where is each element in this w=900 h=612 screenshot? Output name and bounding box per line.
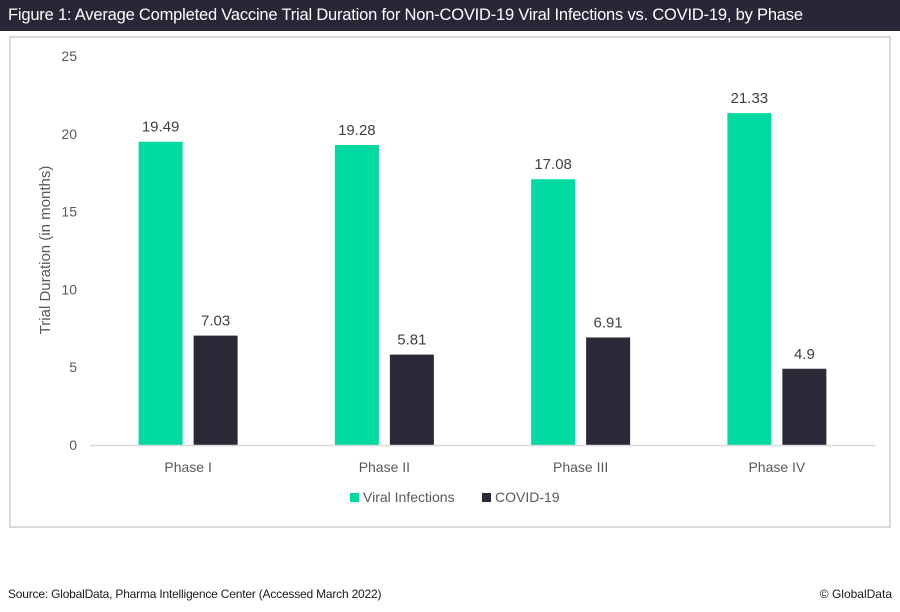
bar-covid-19-phase-i bbox=[193, 335, 238, 445]
data-label: 6.91 bbox=[594, 314, 623, 331]
y-tick-label: 10 bbox=[61, 281, 77, 297]
data-label: 4.9 bbox=[794, 346, 815, 363]
x-category-label: Phase IV bbox=[748, 459, 805, 475]
data-label: 17.08 bbox=[534, 156, 572, 173]
y-tick-label: 5 bbox=[69, 359, 77, 375]
bar-covid-19-phase-ii bbox=[389, 354, 434, 445]
title-bar: Figure 1: Average Completed Vaccine Tria… bbox=[0, 0, 900, 31]
y-axis-ticks: 0 5 10 15 20 25 bbox=[61, 48, 77, 453]
x-category-label: Phase II bbox=[359, 459, 410, 475]
bar-viral-infections-phase-iii bbox=[531, 179, 576, 445]
data-label: 21.33 bbox=[731, 90, 769, 107]
x-category-label: Phase I bbox=[164, 459, 211, 475]
legend-swatch bbox=[350, 493, 359, 502]
y-tick-label: 15 bbox=[61, 204, 77, 220]
data-label: 19.28 bbox=[338, 122, 376, 139]
bars bbox=[138, 113, 827, 446]
y-tick-label: 25 bbox=[61, 48, 77, 64]
source-note: Source: GlobalData, Pharma Intelligence … bbox=[8, 587, 382, 601]
legend-label: COVID-19 bbox=[495, 489, 560, 505]
bar-covid-19-phase-iv bbox=[782, 368, 827, 445]
legend: Viral Infections COVID-19 bbox=[350, 489, 560, 505]
bar-viral-infections-phase-ii bbox=[334, 145, 379, 445]
legend-swatch bbox=[482, 493, 491, 502]
y-tick-label: 20 bbox=[61, 126, 77, 142]
bar-viral-infections-phase-i bbox=[138, 141, 183, 445]
data-label: 7.03 bbox=[201, 313, 230, 330]
data-label: 5.81 bbox=[397, 332, 426, 349]
y-tick-label: 0 bbox=[69, 437, 77, 453]
figure-title: Figure 1: Average Completed Vaccine Tria… bbox=[8, 6, 803, 24]
bar-covid-19-phase-iii bbox=[586, 337, 631, 445]
y-axis-title: Trial Duration (in months) bbox=[37, 166, 54, 335]
copyright-note: © GlobalData bbox=[819, 587, 892, 601]
legend-label: Viral Infections bbox=[363, 489, 455, 505]
x-category-label: Phase III bbox=[553, 459, 608, 475]
data-label: 19.49 bbox=[142, 119, 180, 136]
bar-viral-infections-phase-iv bbox=[727, 113, 772, 446]
data-labels: 19.49 7.03 19.28 5.81 17.08 6.91 21.33 4.9 bbox=[142, 90, 815, 363]
x-axis-categories: Phase I Phase II Phase III Phase IV bbox=[164, 459, 806, 475]
